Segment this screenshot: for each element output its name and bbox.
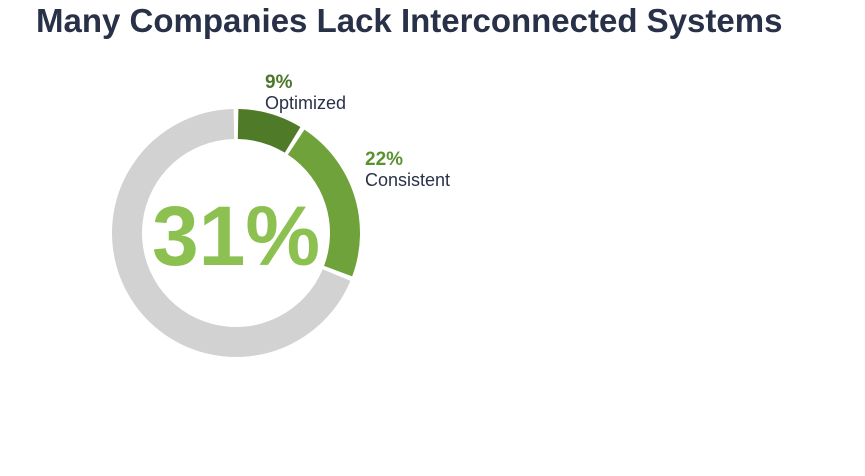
svg-text:31%: 31% (152, 189, 320, 283)
